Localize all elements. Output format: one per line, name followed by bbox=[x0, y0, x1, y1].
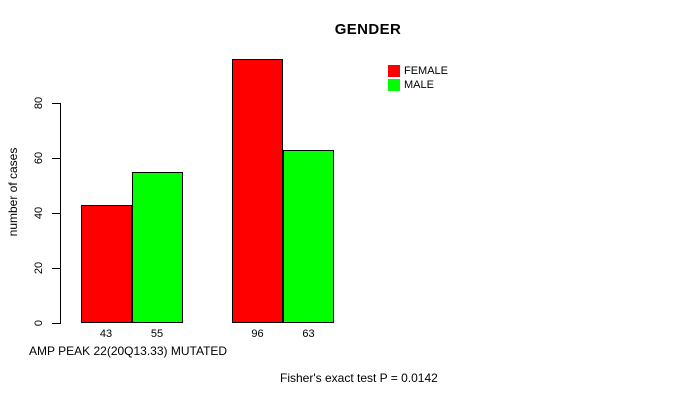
y-tick bbox=[52, 157, 60, 159]
bar-value-label: 43 bbox=[99, 328, 113, 340]
y-tick bbox=[52, 267, 60, 269]
y-tick-label: 40 bbox=[33, 206, 45, 220]
y-tick bbox=[52, 212, 60, 214]
legend-row-male: MALE bbox=[388, 78, 448, 91]
y-axis-line bbox=[60, 103, 61, 324]
legend-swatch-male bbox=[388, 78, 400, 91]
bar-female-group1 bbox=[80, 204, 132, 323]
bar-female-group2 bbox=[232, 59, 283, 323]
y-tick-label: 20 bbox=[33, 261, 45, 275]
y-tick bbox=[52, 322, 60, 324]
y-tick bbox=[52, 102, 60, 104]
y-tick-label: 60 bbox=[33, 151, 45, 165]
bar-male-group2 bbox=[283, 149, 334, 323]
legend-label-female: FEMALE bbox=[404, 64, 449, 77]
bar-value-label: 63 bbox=[302, 328, 315, 340]
legend-row-female: FEMALE bbox=[388, 64, 448, 77]
y-tick-label: 0 bbox=[33, 319, 45, 327]
fisher-test-annotation: Fisher's exact test P = 0.0142 bbox=[280, 371, 438, 385]
chart-title: GENDER bbox=[334, 21, 402, 38]
bar-male-group1 bbox=[131, 171, 183, 323]
y-axis-label: number of cases bbox=[6, 147, 20, 237]
bar-value-label: 55 bbox=[150, 328, 164, 340]
legend-label-male: MALE bbox=[404, 78, 434, 91]
legend-swatch-female bbox=[388, 64, 400, 77]
x-axis-label: AMP PEAK 22(20Q13.33) MUTATED bbox=[29, 344, 228, 358]
y-tick-label: 80 bbox=[33, 96, 45, 110]
bar-value-label: 96 bbox=[251, 328, 264, 340]
legend: FEMALE MALE bbox=[388, 64, 448, 92]
